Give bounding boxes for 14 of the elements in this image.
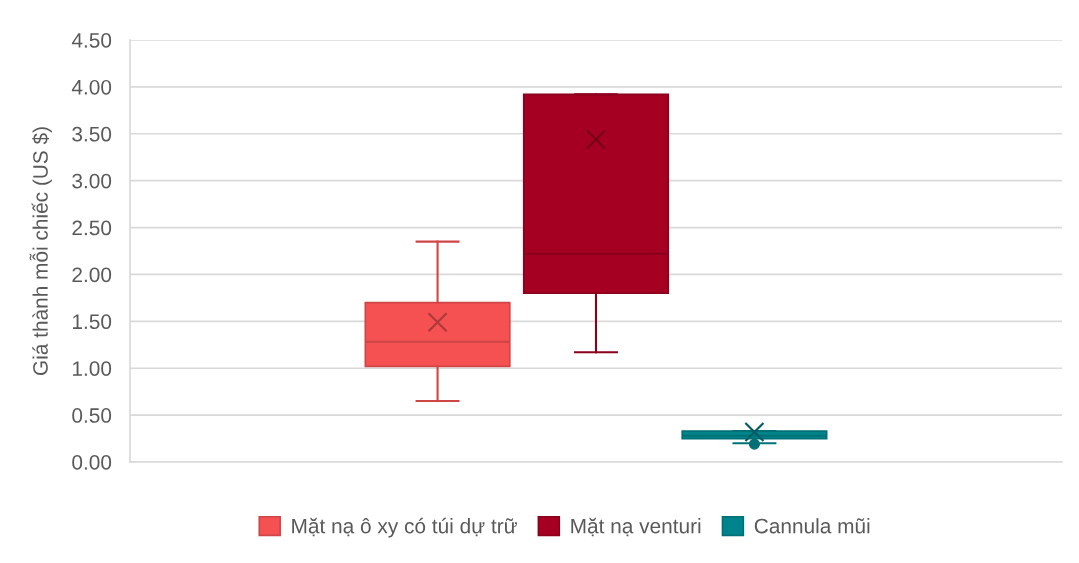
y-tick-label: 4.00: [71, 79, 112, 95]
legend-label: Cannula mũi: [754, 518, 870, 534]
y-tick-label: 3.00: [72, 173, 112, 189]
y-tick-label: 2.50: [72, 220, 112, 236]
y-tick-label: 1.50: [72, 314, 112, 330]
legend-label: Mặt nạ ô xy có túi dự trữ: [292, 517, 517, 538]
y-tick-label: 4.50: [71, 33, 112, 48]
y-tick-label: 3.50: [72, 126, 112, 142]
y-tick-label: 0.50: [72, 408, 112, 423]
legend-label: Mặt nạ venturi: [571, 517, 701, 537]
y-tick-label: 2.00: [72, 267, 112, 283]
y-tick-label: 0.00: [72, 455, 112, 470]
y-tick-label: 1.00: [72, 361, 112, 376]
y-axis-title: Giá thành mỗi chiếc (US $): [29, 127, 52, 375]
